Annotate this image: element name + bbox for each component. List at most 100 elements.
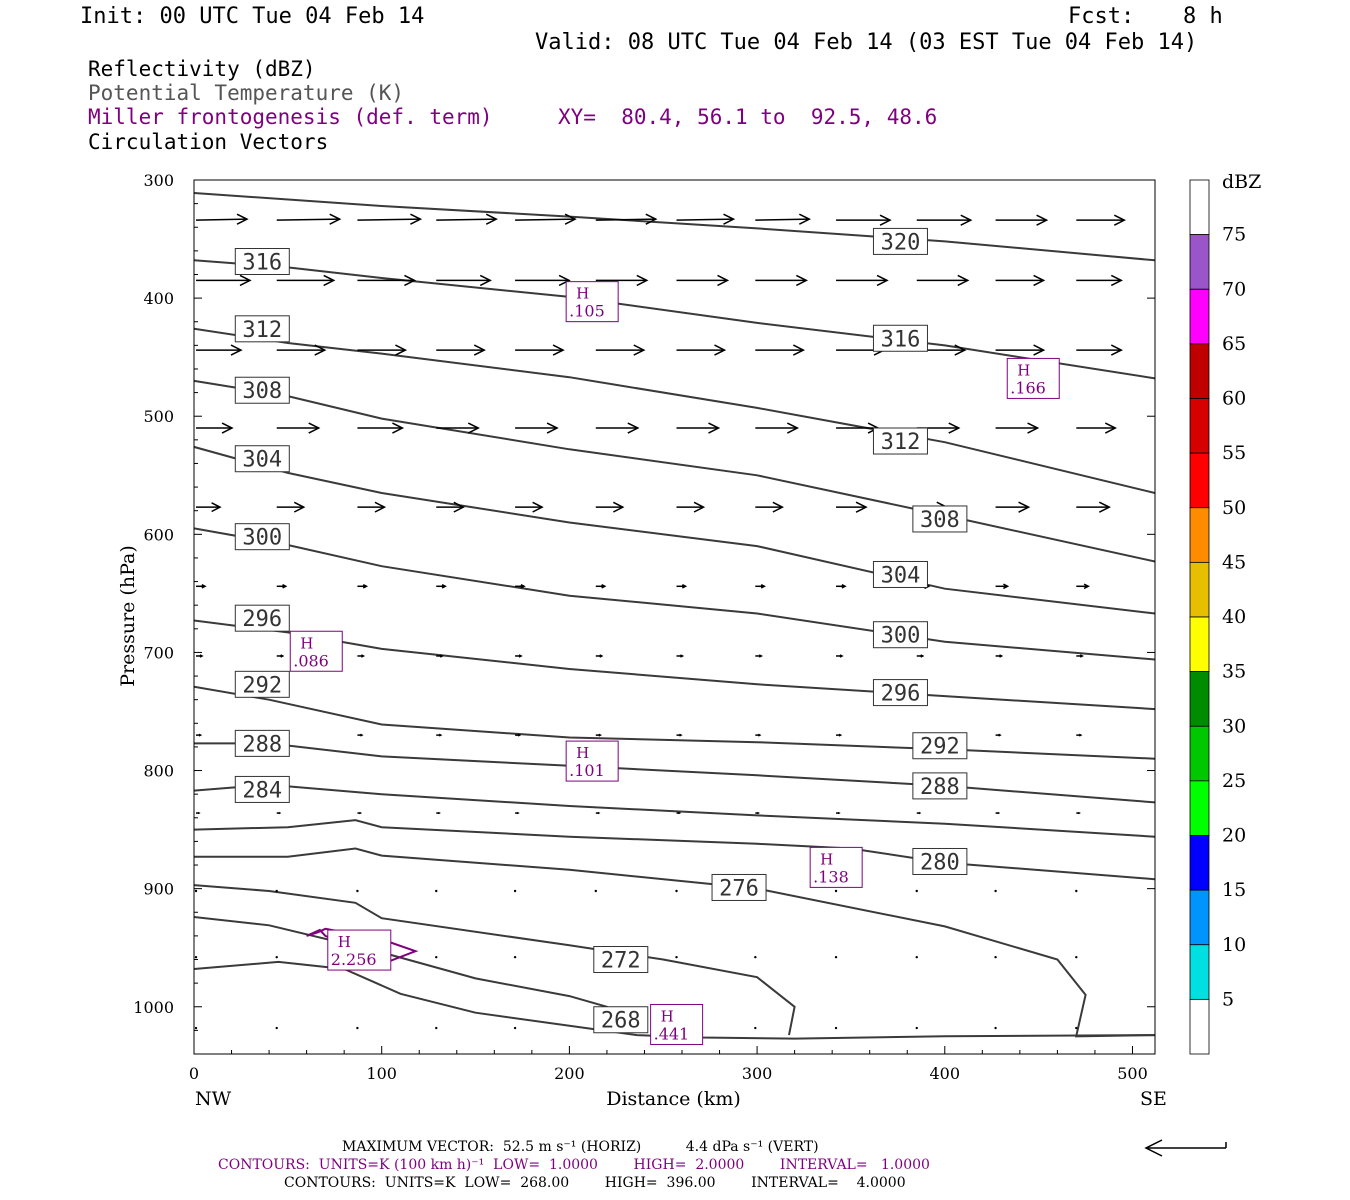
circulation-vector-head <box>1033 274 1046 287</box>
theta-contour-304 <box>194 445 1155 615</box>
colorbar-bin <box>1189 234 1210 290</box>
circulation-vector-head <box>1018 501 1031 513</box>
circulation-vector-head <box>558 274 571 287</box>
y-tick-label: 500 <box>143 407 174 426</box>
theta-label-box <box>593 946 649 974</box>
circulation-vector <box>435 1026 438 1030</box>
circulation-vector-head <box>1003 583 1010 590</box>
theta-label-296: 296 <box>881 682 921 707</box>
theta-label-300: 300 <box>881 624 921 649</box>
circulation-vector-head <box>839 654 844 658</box>
circulation-vector-head <box>1110 344 1123 356</box>
theta-label-320: 320 <box>881 230 921 255</box>
circulation-vector-head <box>520 584 526 589</box>
frontogenesis-max-value: .441 <box>654 1024 690 1043</box>
theta-label-box <box>912 505 968 533</box>
circulation-vector-head <box>627 422 640 434</box>
theta-label-292: 292 <box>242 673 282 698</box>
circulation-vector-head <box>485 213 498 225</box>
circulation-vector-head <box>198 733 203 737</box>
circulation-vector <box>194 889 198 893</box>
y-tick-label: 700 <box>143 643 174 662</box>
colorbar-label: 40 <box>1222 606 1246 628</box>
circulation-vector-head <box>362 584 369 589</box>
circulation-vector-head <box>612 501 625 513</box>
circulation-vector-head <box>201 584 207 589</box>
circulation-vector <box>435 889 438 893</box>
circulation-vector-head <box>1083 583 1090 590</box>
colorbar-label: 20 <box>1222 825 1246 847</box>
circulation-vector-head <box>960 214 973 226</box>
circulation-vector <box>676 218 734 221</box>
circulation-vector-head <box>473 344 486 356</box>
frontogenesis-max-letter: H <box>1017 361 1030 379</box>
theta-label-box <box>872 427 928 455</box>
theta-label-300: 300 <box>242 526 282 551</box>
theta-label-312: 312 <box>242 318 282 343</box>
circulation-vector-head <box>314 344 327 356</box>
theta-label-box <box>711 873 767 901</box>
frontogenesis-contour-2 <box>306 927 419 966</box>
circulation-vector-head <box>1079 654 1084 658</box>
circulation-vector-head <box>957 274 970 287</box>
circulation-vector-head <box>404 274 417 287</box>
colorbar-bin <box>1189 398 1210 454</box>
circulation-vector-head <box>329 213 342 225</box>
theta-contour-note: CONTOURS: UNITS=K LOW= 268.00 HIGH= 396.… <box>284 1175 906 1191</box>
circulation-vector-head <box>516 811 520 815</box>
theta-label-box <box>234 670 290 698</box>
circulation-vector <box>435 955 438 959</box>
frontogenesis-max-value: .138 <box>813 867 849 886</box>
colorbar-bin <box>1189 998 1210 1055</box>
circulation-vector <box>276 218 340 221</box>
circulation-vector <box>356 1026 359 1030</box>
circulation-vector-head <box>199 654 204 658</box>
circulation-vector-head <box>838 733 843 737</box>
theta-label-box <box>593 1006 649 1034</box>
theta-contour-296 <box>194 619 1155 711</box>
circulation-vector <box>834 955 838 959</box>
colorbar-label: 10 <box>1222 934 1246 956</box>
circulation-vector-head <box>453 501 465 513</box>
frontogenesis-max-letter: H <box>338 933 351 951</box>
x-tick-label: 200 <box>554 1064 585 1083</box>
circulation-vector-head <box>954 344 967 356</box>
theta-label-box <box>234 523 290 551</box>
circulation-vector-head <box>546 422 559 434</box>
colorbar-label: 65 <box>1222 333 1246 355</box>
theta-label-288: 288 <box>242 732 282 757</box>
x-tick-label: 0 <box>189 1064 199 1083</box>
theta-label-box <box>872 621 928 649</box>
colorbar-label: 55 <box>1222 442 1246 464</box>
frontogenesis-max-value: .086 <box>293 651 329 670</box>
colorbar-bin <box>1189 725 1210 782</box>
circulation-vector <box>513 1026 517 1030</box>
valid-time: Valid: 08 UTC Tue 04 Feb 14 (03 EST Tue … <box>535 30 1198 55</box>
circulation-vector-head <box>792 344 806 356</box>
circulation-vector <box>356 889 359 893</box>
theta-label-box <box>234 729 290 757</box>
circulation-vector-head <box>236 213 249 225</box>
circulation-vector-head <box>795 274 809 287</box>
circulation-vector-head <box>1110 274 1123 287</box>
circulation-vector-head <box>998 733 1002 737</box>
circulation-vector-head <box>757 733 762 737</box>
colorbar-bin <box>1189 288 1210 345</box>
theta-label-288: 288 <box>920 775 960 800</box>
colorbar-bin <box>1189 507 1210 563</box>
y-tick-label: 800 <box>143 762 174 781</box>
circulation-vector-head <box>467 422 480 434</box>
x-tick-label: 400 <box>930 1064 961 1083</box>
frontogenesis-max-letter: H <box>576 744 589 762</box>
colorbar-bin <box>1189 944 1210 1000</box>
circulation-vector-head <box>786 422 800 434</box>
theta-label-280: 280 <box>920 850 960 875</box>
colorbar-label: 75 <box>1222 224 1246 246</box>
theta-contour-308 <box>194 379 1155 563</box>
theta-label-box <box>234 604 290 632</box>
theta-contour-292 <box>194 685 1155 760</box>
theta-label-276: 276 <box>719 876 759 901</box>
frontogenesis-max-letter: H <box>576 285 589 303</box>
circulation-vector-head <box>645 213 658 225</box>
